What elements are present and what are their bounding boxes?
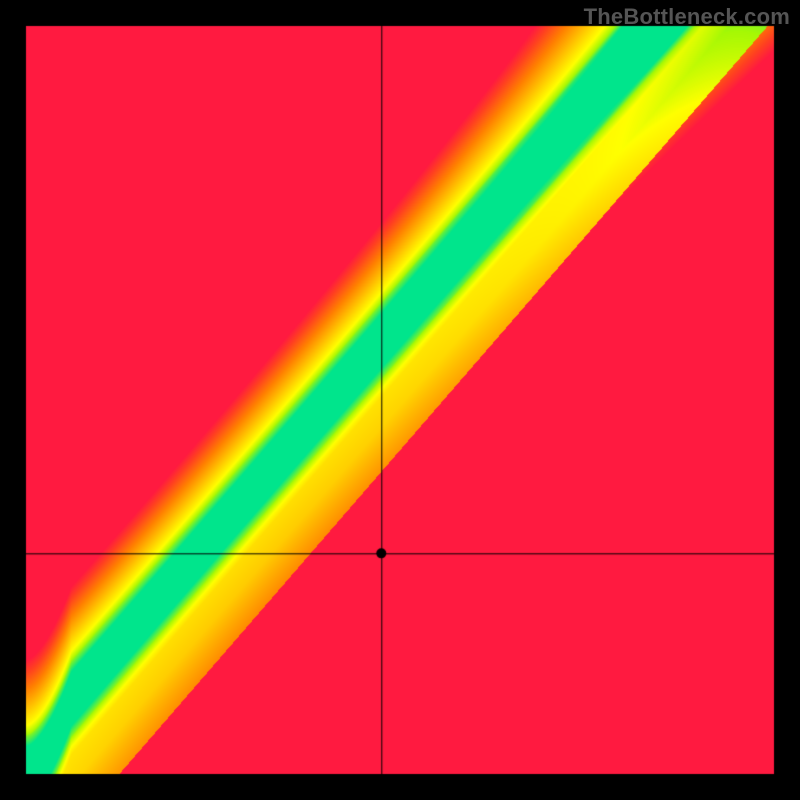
heatmap-canvas — [0, 0, 800, 800]
watermark-text: TheBottleneck.com — [584, 4, 790, 30]
